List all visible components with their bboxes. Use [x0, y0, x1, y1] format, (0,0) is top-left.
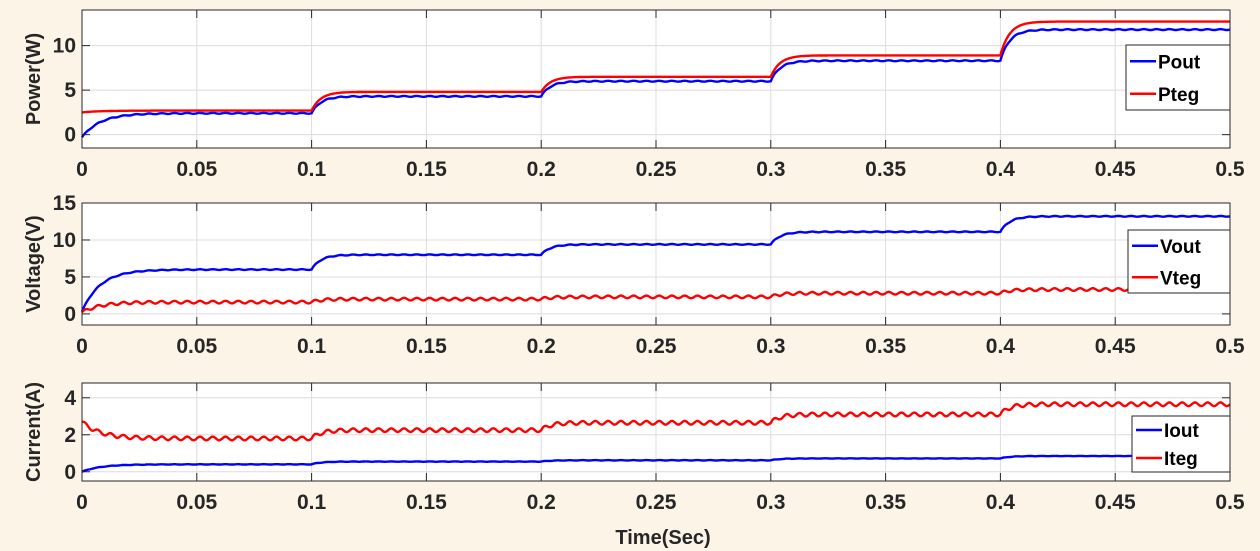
series-line-iout — [81, 454, 1231, 473]
x-tick-label: 0.1 — [297, 491, 327, 514]
x-tick-label: 0.45 — [1095, 158, 1136, 181]
y-tick-label: 5 — [64, 266, 76, 289]
x-tick-label: 0.45 — [1095, 335, 1136, 358]
series-line-pout — [80, 27, 1231, 138]
x-tick-label: 0.2 — [527, 491, 556, 514]
y-tick-label: 2 — [64, 424, 76, 447]
x-tick-label: 0 — [76, 158, 88, 181]
x-tick-label: 0.05 — [176, 158, 217, 181]
x-tick-label: 0.45 — [1095, 491, 1136, 514]
legend-box — [1131, 415, 1231, 473]
legend-label-iteg: Iteg — [1164, 449, 1198, 470]
series-line-pteg — [81, 20, 1230, 114]
x-tick-label: 0.15 — [406, 335, 447, 358]
series-line-vout — [80, 214, 1231, 313]
series-line-iteg — [82, 401, 1231, 442]
x-tick-label: 0.3 — [756, 335, 785, 358]
x-tick-label: 0.25 — [636, 491, 677, 514]
legend: Vout Vteg — [1127, 229, 1231, 294]
legend-box — [1127, 229, 1231, 294]
x-tick-label: 0.1 — [297, 335, 327, 358]
x-tick-label: 0.5 — [1215, 491, 1245, 514]
subplot-1: 0 0.05 0.1 0.15 0.2 0.25 0.3 0.35 0.4 0.45 0.5 0 5 10… — [23, 9, 1245, 181]
y-tick-label: 0 — [64, 461, 76, 484]
x-tick-label: 0.15 — [406, 491, 447, 514]
legend-label-pteg: Pteg — [1158, 85, 1199, 106]
x-tick-label: 0.05 — [176, 491, 217, 514]
x-tick-label: 0.4 — [986, 335, 1016, 358]
y-tick-label: 0 — [64, 124, 76, 147]
legend: Iout Iteg — [1131, 415, 1231, 473]
subplot-2: 0 0.05 0.1 0.15 0.2 0.25 0.3 0.35 0.4 0.45 0.5 0 5 10… — [23, 192, 1245, 358]
x-tick-label: 0.5 — [1215, 335, 1245, 358]
x-tick-label: 0.4 — [986, 158, 1016, 181]
series-line-vteg — [81, 286, 1231, 314]
y-axis-label: Power(W) — [23, 33, 45, 125]
y-tick-label: 15 — [53, 192, 77, 215]
x-tick-label: 0.05 — [176, 335, 217, 358]
y-tick-label: 5 — [64, 79, 76, 102]
x-tick-label: 0 — [76, 491, 88, 514]
x-tick-label: 0.3 — [756, 491, 785, 514]
legend-label-vout: Vout — [1160, 237, 1201, 258]
plots: 0 0.05 0.1 0.15 0.2 0.25 0.3 0.35 0.4 0.45 0.50510… — [23, 9, 1245, 514]
y-tick-label: 0 — [64, 303, 76, 326]
y-tick-label: 10 — [53, 35, 76, 58]
x-tick-label: 0.25 — [636, 335, 677, 358]
legend: Pout Pteg — [1125, 44, 1231, 111]
x-tick-label: 0.4 — [986, 491, 1016, 514]
y-axis-label: Voltage(V) — [23, 215, 45, 312]
legend-label-vteg: Vteg — [1160, 268, 1201, 289]
y-tick-label: 10 — [53, 229, 76, 252]
x-tick-label: 0.15 — [406, 158, 447, 181]
legend-label-pout: Pout — [1158, 52, 1201, 73]
x-tick-label: 0.1 — [297, 158, 327, 181]
x-tick-label: 0.5 — [1215, 158, 1245, 181]
x-tick-label: 0.2 — [527, 158, 556, 181]
x-tick-label: 0.3 — [756, 158, 785, 181]
x-tick-label: 0.25 — [636, 158, 677, 181]
x-tick-label: 0 — [76, 335, 88, 358]
x-tick-label: 0.35 — [865, 335, 906, 358]
x-axis-label: Time(Sec) — [615, 527, 710, 549]
x-tick-label: 0.2 — [527, 335, 556, 358]
legend-box — [1125, 44, 1231, 111]
y-tick-label: 4 — [64, 387, 76, 410]
subplot-3: 0 0.05 0.1 0.15 0.2 0.25 0.3 0.35 0.4 0.45 0.5 0 2 4C… — [23, 382, 1245, 514]
x-tick-label: 0.35 — [865, 491, 906, 514]
x-tick-label: 0.35 — [865, 158, 906, 181]
y-axis-label: Current(A) — [23, 382, 45, 482]
legend-label-iout: Iout — [1164, 421, 1199, 442]
